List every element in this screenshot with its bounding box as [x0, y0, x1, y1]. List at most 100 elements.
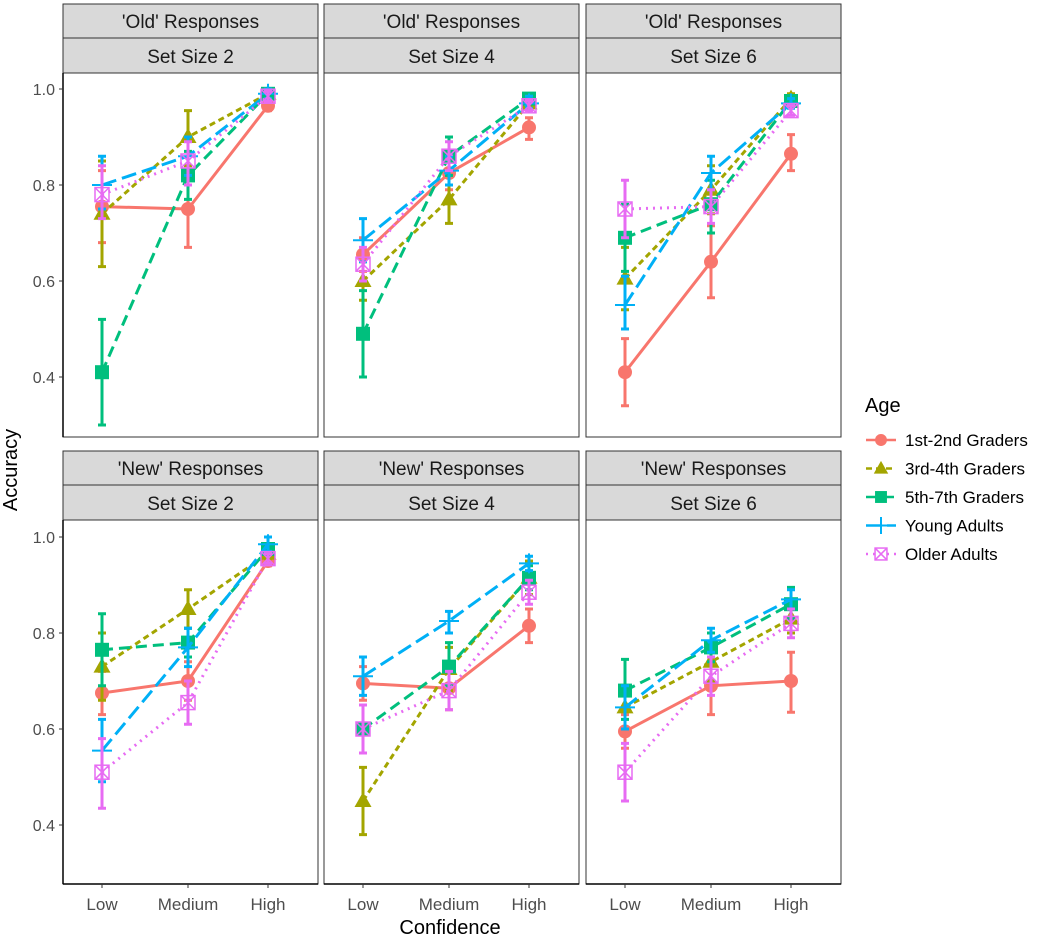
- legend-label: 5th-7th Graders: [905, 488, 1024, 507]
- strip-row-label: 'Old' Responses: [383, 12, 520, 33]
- strip-col-label: Set Size 2: [147, 494, 234, 515]
- legend-item: Young Adults: [866, 517, 1004, 536]
- point-square-cross: [617, 201, 633, 217]
- point-cross: [617, 201, 633, 217]
- point-circle: [784, 674, 798, 688]
- point-plus: [615, 295, 635, 315]
- strip-row-label: 'Old' Responses: [645, 12, 782, 33]
- y-tick-label: 0.6: [33, 722, 55, 739]
- series-line: [624, 109, 793, 211]
- y-tick-label: 0.8: [33, 626, 55, 643]
- y-tick-label: 1.0: [33, 82, 55, 99]
- plot-area: [323, 519, 580, 885]
- point-square-cross: [521, 98, 537, 114]
- point-square-cross: [260, 88, 276, 104]
- strip-col-label: Set Size 6: [670, 47, 757, 68]
- legend: 1st-2nd Graders 3rd-4th Graders 5th-7th Gr…: [866, 431, 1028, 564]
- point-circle: [618, 365, 632, 380]
- strip-row-label: 'Old' Responses: [122, 12, 259, 33]
- point-square-cross: [94, 764, 110, 780]
- point-cross: [703, 199, 719, 215]
- x-tick-label: Low: [347, 895, 379, 914]
- legend-title: Age: [865, 395, 901, 417]
- legend-label: 1st-2nd Graders: [905, 431, 1028, 450]
- point-triangle: [440, 190, 458, 206]
- point-square: [356, 326, 370, 341]
- series-line: [362, 562, 530, 678]
- point-plus: [701, 163, 721, 183]
- point-cross: [94, 764, 110, 780]
- point-square: [95, 365, 109, 380]
- strip-row: [323, 450, 580, 486]
- strip-col-label: Set Size 4: [408, 494, 495, 515]
- strip-col: [323, 484, 580, 521]
- facet-panel: 'New' Responses Set Size 6 Low Medium High: [585, 450, 842, 914]
- y-tick-label: 1.0: [33, 530, 55, 547]
- error-bar: [98, 737, 106, 810]
- legend-label: Older Adults: [905, 545, 998, 564]
- point-square-cross: [874, 547, 888, 561]
- series-line: [361, 576, 531, 802]
- x-tick-label: High: [251, 895, 286, 914]
- x-tick-label: Low: [86, 895, 118, 914]
- point-triangle: [354, 792, 372, 807]
- strip-col: [62, 37, 319, 74]
- legend-item: 5th-7th Graders: [866, 488, 1024, 507]
- series-line: [623, 622, 792, 774]
- x-tick-label: Medium: [419, 895, 479, 914]
- series-older-adults: [355, 98, 537, 283]
- point-square-cross: [441, 148, 457, 164]
- series-line: [101, 557, 270, 774]
- point-square-cross: [521, 584, 537, 600]
- point-circle: [875, 434, 887, 446]
- point-plus: [872, 517, 890, 534]
- point-plus: [701, 630, 721, 651]
- series-young-adults: [353, 553, 539, 697]
- series-line: [361, 102, 531, 283]
- strip-row-label: 'New' Responses: [379, 459, 525, 480]
- point-cross: [783, 615, 799, 631]
- strip-col-label: Set Size 4: [408, 47, 495, 68]
- legend-item: 3rd-4th Graders: [866, 460, 1025, 479]
- point-cross: [260, 88, 276, 104]
- series-young-adults: [615, 588, 801, 731]
- x-tick-label: High: [774, 895, 809, 914]
- strip-col-label: Set Size 2: [147, 47, 234, 68]
- legend-label: 3rd-4th Graders: [905, 460, 1025, 479]
- facet-panel: 'Old' Responses Set Size 6: [585, 3, 842, 438]
- point-square-cross: [703, 198, 719, 215]
- x-tick-label: Medium: [158, 895, 218, 914]
- point-cross: [617, 764, 633, 780]
- y-tick-label: 0.8: [33, 178, 55, 195]
- point-cross: [94, 187, 110, 203]
- point-triangle: [179, 600, 197, 615]
- point-cross: [260, 551, 276, 567]
- y-tick-label: 0.4: [33, 818, 55, 835]
- point-square: [875, 491, 887, 503]
- legend-item: Older Adults: [866, 545, 998, 564]
- point-plus: [439, 611, 459, 631]
- strip-col: [62, 484, 319, 521]
- point-circle: [522, 120, 536, 135]
- point-plus: [519, 553, 539, 574]
- point-plus: [353, 666, 373, 687]
- point-cross: [180, 153, 196, 169]
- strip-col: [585, 484, 842, 521]
- series-older-adults: [617, 607, 799, 803]
- x-tick-label: High: [512, 895, 547, 914]
- strip-col: [585, 37, 842, 74]
- y-axis-title: Accuracy: [0, 429, 22, 511]
- x-tick-label: Medium: [681, 895, 741, 914]
- point-plus: [781, 589, 801, 610]
- strip-row-label: 'New' Responses: [118, 459, 264, 480]
- series-line: [624, 602, 792, 692]
- plot-area: [585, 519, 842, 885]
- strip-col-label: Set Size 6: [670, 494, 757, 515]
- y-tick-label: 0.4: [33, 370, 55, 387]
- facet-panel: 'New' Responses Set Size 2 0.4 0.6 0.8 1.0 Low…: [33, 450, 319, 914]
- point-plus: [615, 697, 635, 718]
- y-tick-label: 0.6: [33, 274, 55, 291]
- point-square-cross: [355, 256, 371, 272]
- legend-item: 1st-2nd Graders: [866, 431, 1028, 450]
